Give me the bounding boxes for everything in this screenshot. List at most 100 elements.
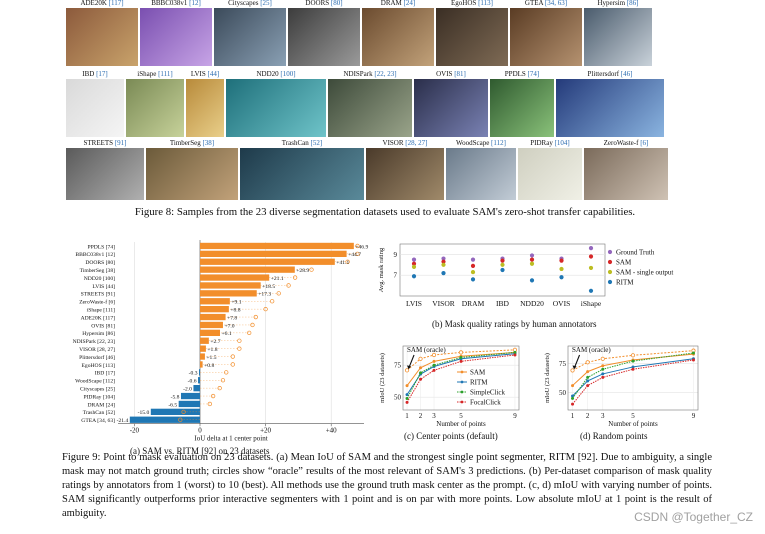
bar: [150, 408, 200, 415]
legend-label: RITM: [616, 279, 634, 287]
x-tick-label: 9: [513, 412, 517, 420]
dataset-ref: [24]: [403, 0, 416, 7]
legend-marker: [607, 279, 613, 285]
category-label: NDISPark [22, 23]: [73, 339, 116, 345]
rating-point: [470, 269, 476, 275]
bar: [200, 298, 230, 305]
series-point: [432, 368, 436, 372]
rating-point: [559, 275, 564, 280]
bar: [200, 274, 270, 281]
x-tick-label: 0: [198, 427, 202, 435]
dataset-ref: [52]: [310, 139, 323, 147]
value-label: -0.6: [188, 379, 197, 385]
legend-marker: [607, 259, 613, 265]
series-point: [586, 384, 590, 388]
category-label: DRAM [24]: [87, 402, 115, 408]
plot-frame: [402, 345, 520, 411]
legend-label: RITM: [470, 379, 488, 387]
value-label: +1.8: [207, 347, 217, 353]
rating-point: [588, 265, 594, 271]
series-point: [585, 360, 590, 365]
rating-point: [529, 261, 535, 266]
dataset-name: ADE20K: [80, 0, 107, 7]
dataset-thumbnail: [146, 148, 238, 200]
value-label: +6.1: [222, 331, 232, 337]
figure-9-caption: Figure 9: Point to mask evaluation on 23…: [62, 452, 712, 519]
x-tick-label: +20: [260, 427, 271, 435]
legend-marker: [460, 380, 464, 384]
value-label: +21.1: [271, 276, 284, 282]
legend-label: FocalClick: [470, 399, 501, 407]
oracle-point: [355, 243, 360, 249]
x-tick-label: iShape: [581, 299, 602, 308]
dataset-thumbnail: [226, 79, 326, 137]
x-tick-label: +40: [326, 427, 337, 435]
dataset-label: ADE20K [117]: [80, 0, 123, 7]
series-point: [513, 350, 517, 354]
dataset-thumbnail: [66, 8, 138, 66]
oracle-point: [345, 259, 350, 264]
dataset-thumbnail: [510, 8, 582, 66]
rating-point: [441, 271, 446, 276]
dataset-label: Hypersim [86]: [597, 0, 638, 7]
value-label: +7.0: [224, 323, 234, 329]
value-label: +28.9: [296, 268, 309, 274]
rating-point: [470, 277, 476, 282]
category-label: TrashCan [52]: [83, 410, 115, 416]
dataset-name: EgoHOS: [451, 0, 477, 7]
series-point: [458, 350, 464, 355]
series-point: [571, 402, 575, 406]
category-label: ZeroWaste-f [6]: [79, 299, 115, 306]
value-label: +7.8: [227, 315, 237, 321]
x-axis-label: Number of points: [608, 420, 658, 428]
series-point: [571, 396, 575, 400]
x-tick-label: 2: [419, 412, 423, 420]
legend-label: SAM: [616, 259, 632, 267]
dataset-name: STREETS: [83, 139, 114, 147]
y-tick-label: 9: [394, 251, 398, 259]
rating-point: [411, 264, 417, 269]
series-point: [419, 371, 423, 375]
series-point: [432, 359, 436, 363]
series-point: [586, 379, 590, 383]
dataset-name: PPDLS: [504, 70, 526, 78]
series-point: [570, 368, 575, 373]
series-point: [419, 377, 423, 381]
dataset-name: OVIS: [436, 70, 453, 78]
dataset-label: Cityscapes [25]: [228, 0, 272, 7]
y-axis-label: mIoU (23 datasets): [379, 353, 386, 403]
oracle-annotation: SAM (oracle): [407, 346, 446, 354]
value-label: +41.1: [336, 260, 349, 266]
rating-point: [529, 257, 535, 262]
legend-marker: [460, 400, 464, 404]
dataset-thumbnail: [446, 148, 516, 200]
rating-point: [411, 261, 417, 266]
y-tick-label: 75: [559, 360, 567, 368]
oracle-point: [178, 417, 183, 422]
series-line: [406, 351, 516, 399]
dataset-name: iShape: [137, 70, 157, 78]
value-label: -21.4: [117, 418, 129, 424]
value-label: +0.8: [204, 363, 214, 369]
oracle-point: [210, 393, 216, 399]
dataset-label: TimberSeg [38]: [170, 139, 214, 147]
figure-8-caption: Figure 8: Samples from the 23 diverse se…: [134, 206, 636, 218]
dataset-ref: [44]: [207, 70, 220, 78]
category-label: LVIS [44]: [92, 284, 115, 290]
series-point: [571, 394, 575, 398]
value-label: +17.3: [258, 292, 271, 298]
dataset-thumbnail: [288, 8, 360, 66]
category-label: ADE20K [117]: [81, 315, 116, 321]
rating-point: [500, 258, 505, 263]
value-label: +44.7: [348, 252, 361, 258]
dataset-name: VISOR: [382, 139, 404, 147]
series-point: [405, 393, 409, 397]
oracle-point: [207, 401, 212, 407]
dataset-ref: [46]: [620, 70, 633, 78]
annotation-arrow: [408, 354, 415, 368]
rating-point: [470, 263, 476, 268]
x-tick-label: 2: [586, 412, 590, 420]
dataset-ref: [112]: [491, 139, 506, 147]
dataset-name: TrashCan: [281, 139, 309, 147]
series-point: [601, 375, 605, 379]
